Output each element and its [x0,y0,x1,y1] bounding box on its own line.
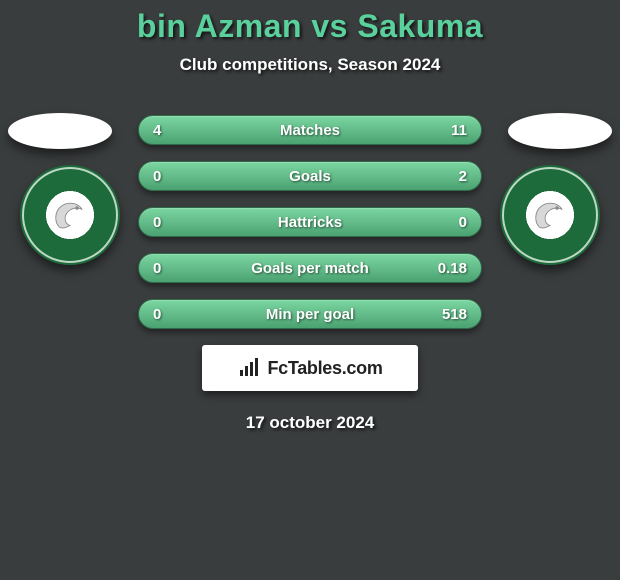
bar-chart-icon [237,356,261,380]
club-badge-left [20,165,120,265]
comparison-card: bin Azman vs Sakuma Club competitions, S… [0,0,620,580]
stats-rows: 4 Matches 11 0 Goals 2 0 Hattricks 0 0 G… [138,97,482,329]
stat-row-matches: 4 Matches 11 [138,115,482,145]
stat-left-value: 0 [153,168,189,185]
stat-label: Min per goal [189,306,431,323]
brand-box[interactable]: FcTables.com [202,345,418,391]
stat-right-value: 518 [431,306,467,323]
subtitle: Club competitions, Season 2024 [0,55,620,75]
stat-right-value: 2 [431,168,467,185]
stat-label: Goals [189,168,431,185]
footer-date: 17 october 2024 [0,413,620,433]
eagle-icon [42,187,98,243]
club-badge-right [500,165,600,265]
stat-left-value: 4 [153,122,189,139]
stat-row-goals: 0 Goals 2 [138,161,482,191]
brand-text: FcTables.com [267,358,382,379]
stat-right-value: 11 [431,122,467,139]
stat-left-value: 0 [153,260,189,277]
stat-left-value: 0 [153,214,189,231]
stat-label: Hattricks [189,214,431,231]
stat-label: Goals per match [189,260,431,277]
player-right-avatar [508,113,612,149]
stat-row-mpg: 0 Min per goal 518 [138,299,482,329]
stat-row-hattricks: 0 Hattricks 0 [138,207,482,237]
stat-right-value: 0.18 [431,260,467,277]
player-left-avatar [8,113,112,149]
eagle-icon [522,187,578,243]
stat-label: Matches [189,122,431,139]
stat-right-value: 0 [431,214,467,231]
stat-left-value: 0 [153,306,189,323]
content-area: 4 Matches 11 0 Goals 2 0 Hattricks 0 0 G… [0,97,620,433]
stat-row-gpm: 0 Goals per match 0.18 [138,253,482,283]
page-title: bin Azman vs Sakuma [0,8,620,45]
